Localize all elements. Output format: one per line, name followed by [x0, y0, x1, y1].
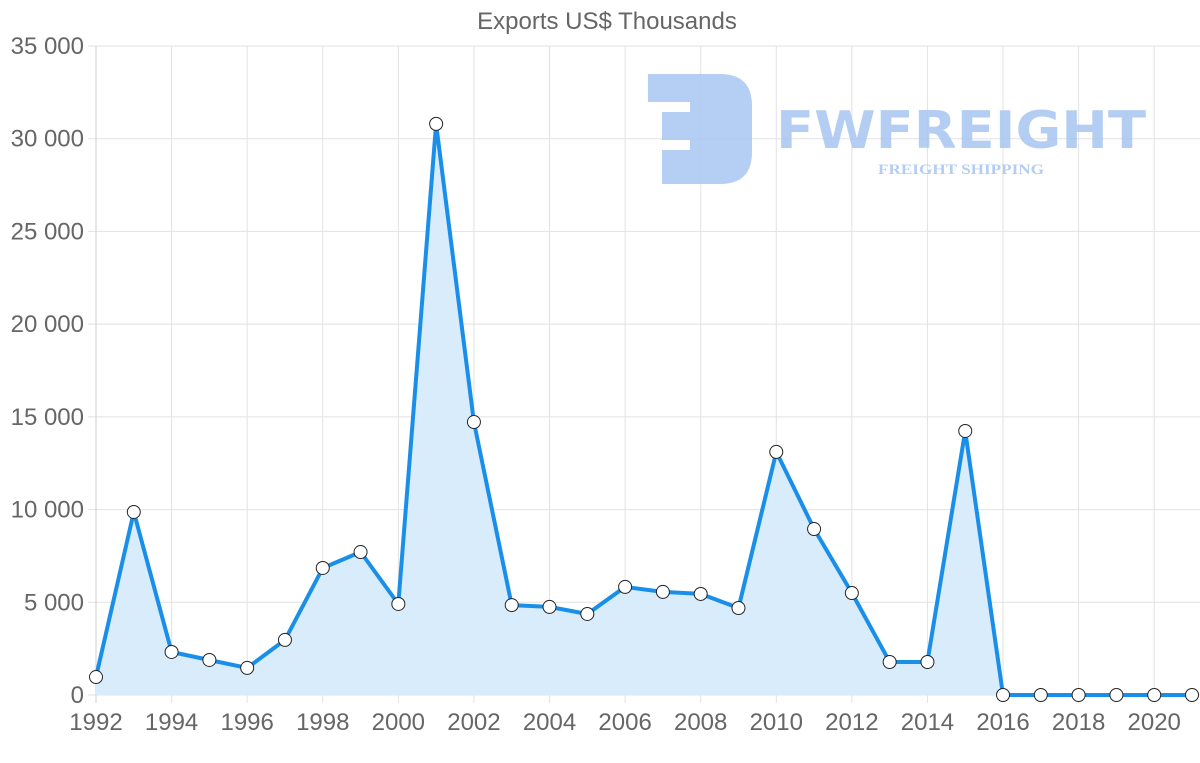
data-point[interactable] — [164, 644, 179, 659]
y-tick-label: 5 000 — [24, 589, 84, 616]
x-tick-label: 2006 — [598, 709, 651, 736]
data-point[interactable] — [202, 652, 217, 667]
data-point[interactable] — [89, 670, 103, 685]
x-axis: 1992 1994 1996 1998 2000 2002 2004 2006 2008 2010… — [69, 709, 1181, 736]
data-point[interactable] — [882, 654, 897, 669]
data-point[interactable] — [996, 688, 1011, 702]
fwfreight-logo-icon — [648, 74, 752, 184]
fwfreight-watermark: FWFREIGHT FREIGHT SHIPPING — [648, 74, 1147, 184]
y-tick-label: 0 — [71, 682, 84, 709]
data-point[interactable] — [466, 415, 481, 430]
data-point[interactable] — [391, 596, 406, 611]
chart-title: Exports US$ Thousands — [477, 8, 737, 35]
data-point[interactable] — [844, 586, 859, 601]
data-point[interactable] — [769, 444, 784, 459]
data-point[interactable] — [731, 601, 746, 616]
data-point[interactable] — [1147, 688, 1162, 702]
x-tick-label: 1996 — [220, 709, 273, 736]
data-point[interactable] — [693, 586, 708, 601]
x-tick-label: 2018 — [1052, 709, 1105, 736]
x-tick-label: 2012 — [825, 709, 878, 736]
x-tick-label: 1994 — [145, 709, 198, 736]
data-point[interactable] — [542, 599, 557, 614]
x-tick-label: 2002 — [447, 709, 500, 736]
data-point[interactable] — [1185, 688, 1199, 702]
data-point[interactable] — [429, 116, 444, 131]
data-point[interactable] — [126, 504, 141, 519]
y-tick-label: 30 000 — [11, 126, 84, 153]
x-tick-label: 2016 — [976, 709, 1029, 736]
x-tick-label: 2014 — [901, 709, 954, 736]
x-tick-label: 2008 — [674, 709, 727, 736]
x-tick-label: 1998 — [296, 709, 349, 736]
data-point[interactable] — [958, 423, 973, 438]
x-tick-label: 2020 — [1128, 709, 1181, 736]
data-point[interactable] — [353, 545, 368, 560]
data-point[interactable] — [504, 598, 519, 613]
y-tick-label: 15 000 — [11, 404, 84, 431]
x-tick-label: 2004 — [523, 709, 576, 736]
data-point[interactable] — [277, 632, 292, 647]
area-fill — [96, 123, 1192, 695]
data-point[interactable] — [655, 584, 670, 599]
watermark-tagline: FREIGHT SHIPPING — [878, 162, 1044, 178]
watermark-brand: FWFREIGHT — [776, 101, 1147, 161]
data-points — [89, 116, 1199, 702]
data-point[interactable] — [920, 654, 935, 669]
y-tick-label: 25 000 — [11, 218, 84, 245]
y-tick-label: 20 000 — [11, 311, 84, 338]
y-tick-label: 35 000 — [11, 33, 84, 60]
x-tick-label: 1992 — [69, 709, 122, 736]
data-point[interactable] — [1109, 688, 1124, 702]
data-point[interactable] — [580, 606, 595, 621]
data-point[interactable] — [1071, 688, 1086, 702]
data-point[interactable] — [1033, 688, 1048, 702]
data-point[interactable] — [240, 660, 255, 675]
x-tick-label: 2010 — [750, 709, 803, 736]
y-tick-label: 10 000 — [11, 497, 84, 524]
data-point[interactable] — [618, 579, 633, 594]
x-tick-label: 2000 — [372, 709, 425, 736]
y-axis: 0 5 000 10 000 15 000 20 000 25 000 30 000 35 0… — [11, 33, 84, 709]
data-point[interactable] — [807, 522, 822, 537]
data-point[interactable] — [315, 560, 330, 575]
grid-lines — [88, 45, 1200, 703]
